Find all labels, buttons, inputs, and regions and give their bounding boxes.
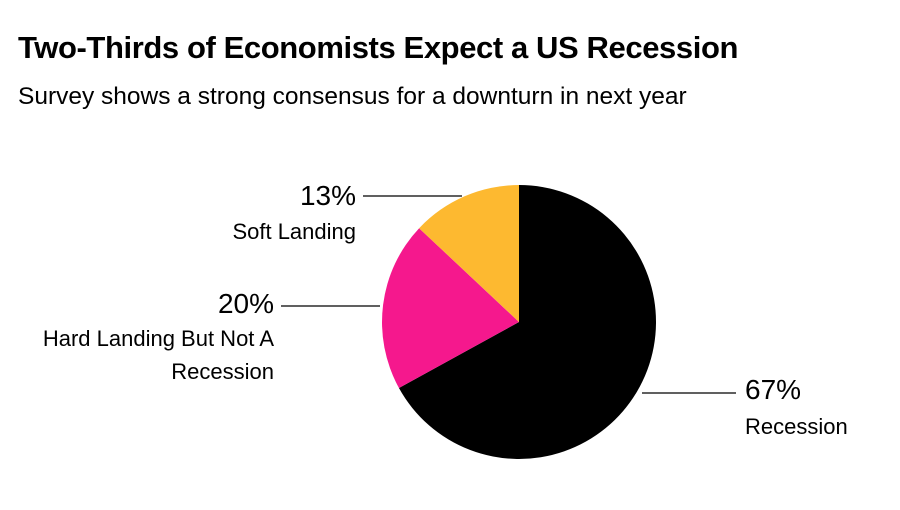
pie-slice-hard-landing-but-not-a-recession [382,228,519,388]
chart-subtitle: Survey shows a strong consensus for a do… [18,83,687,110]
value-label-hard-landing: 20% [218,288,274,319]
slice-label-hard-landing-line1: Hard Landing But Not A [43,326,274,351]
pie-slice-soft-landing [419,185,519,322]
chart-title: Two-Thirds of Economists Expect a US Rec… [18,30,739,65]
leader-lines [281,195,736,394]
pie-slice-recession [398,185,657,459]
slice-label-hard-landing-line2: Recession [171,359,274,384]
pie-slices [382,185,657,459]
slice-label-recession: Recession [745,414,848,439]
value-label-soft-landing: 13% [300,180,356,211]
value-label-recession: 67% [745,374,801,405]
slice-label-soft-landing: Soft Landing [232,219,356,244]
